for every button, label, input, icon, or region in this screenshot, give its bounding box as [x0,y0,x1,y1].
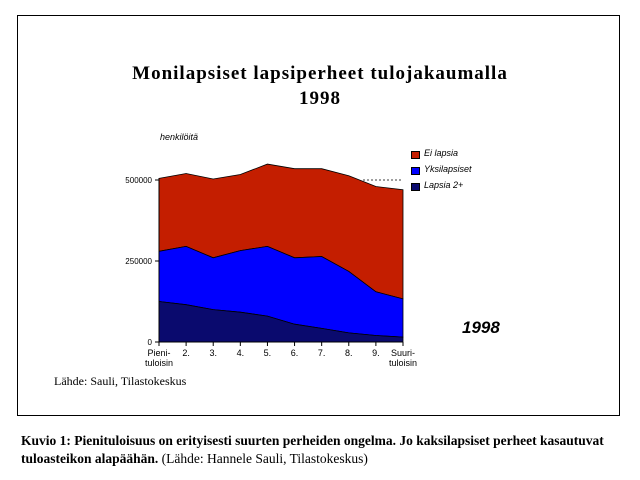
y-tick-label: 0 [148,338,153,347]
x-tick-label: 5. [264,348,272,358]
chart-title-year: 1998 [299,88,341,109]
x-tick-label: Pieni- [147,348,170,358]
year-annotation: 1998 [462,318,500,337]
x-tick-label: tuloisin [389,358,417,368]
x-tick-label: tuloisin [145,358,173,368]
x-tick-label: 3. [209,348,217,358]
x-tick-label: Suuri- [391,348,415,358]
caption-source: (Lähde: Hannele Sauli, Tilastokeskus) [158,451,368,466]
y-axis-title: henkilöitä [160,132,199,142]
legend-swatch [411,151,420,159]
x-tick-label: 4. [237,348,245,358]
x-tick-label: 8. [345,348,353,358]
x-tick-label: 7. [318,348,326,358]
x-tick-label: 6. [291,348,299,358]
y-tick-label: 250000 [125,257,152,266]
chart-title: Monilapsiset lapsiperheet tulojakaumalla [132,63,508,84]
legend-swatch [411,183,420,191]
y-tick-label: 500000 [125,176,152,185]
x-tick-label: 9. [372,348,380,358]
legend-swatch [411,167,420,175]
caption-bold: Kuvio 1: Pienituloisuus on erityisesti s… [21,433,604,466]
legend-label: Yksilapsiset [424,164,472,174]
legend-label: Ei lapsia [424,148,459,158]
source-note: Lähde: Sauli, Tilastokeskus [54,374,187,388]
x-tick-label: 2. [182,348,190,358]
legend-label: Lapsia 2+ [424,180,464,190]
figure-caption: Kuvio 1: Pienituloisuus on erityisesti s… [21,432,621,468]
